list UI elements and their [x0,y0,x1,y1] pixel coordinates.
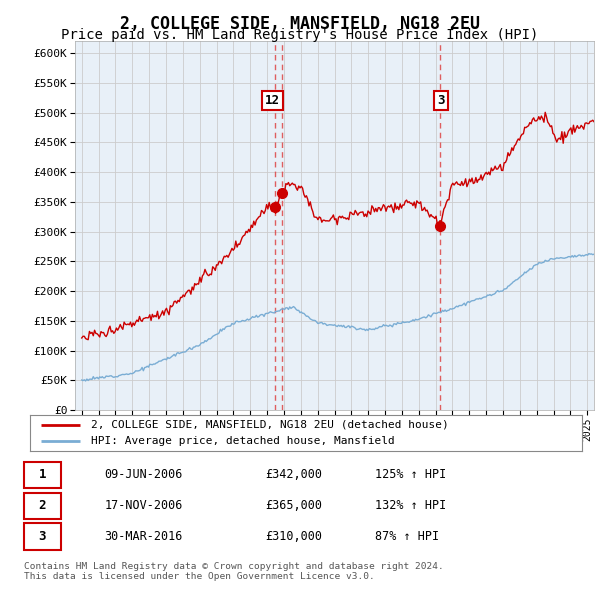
Text: Price paid vs. HM Land Registry's House Price Index (HPI): Price paid vs. HM Land Registry's House … [61,28,539,42]
Text: 17-NOV-2006: 17-NOV-2006 [104,499,182,513]
Text: 87% ↑ HPI: 87% ↑ HPI [375,530,439,543]
Text: £310,000: £310,000 [265,530,322,543]
Text: Contains HM Land Registry data © Crown copyright and database right 2024.
This d: Contains HM Land Registry data © Crown c… [24,562,444,581]
FancyBboxPatch shape [23,523,61,550]
Text: 3: 3 [437,94,445,107]
FancyBboxPatch shape [23,461,61,489]
Text: 2, COLLEGE SIDE, MANSFIELD, NG18 2EU: 2, COLLEGE SIDE, MANSFIELD, NG18 2EU [120,15,480,33]
FancyBboxPatch shape [23,493,61,519]
Text: 1: 1 [38,468,46,481]
Text: 125% ↑ HPI: 125% ↑ HPI [375,468,446,481]
Text: HPI: Average price, detached house, Mansfield: HPI: Average price, detached house, Mans… [91,437,394,447]
Text: 3: 3 [38,530,46,543]
Text: 12: 12 [265,94,280,107]
Text: 2, COLLEGE SIDE, MANSFIELD, NG18 2EU (detached house): 2, COLLEGE SIDE, MANSFIELD, NG18 2EU (de… [91,419,448,430]
Text: £365,000: £365,000 [265,499,322,513]
Text: £342,000: £342,000 [265,468,322,481]
Text: 09-JUN-2006: 09-JUN-2006 [104,468,182,481]
Text: 2: 2 [38,499,46,513]
Text: 30-MAR-2016: 30-MAR-2016 [104,530,182,543]
Text: 132% ↑ HPI: 132% ↑ HPI [375,499,446,513]
